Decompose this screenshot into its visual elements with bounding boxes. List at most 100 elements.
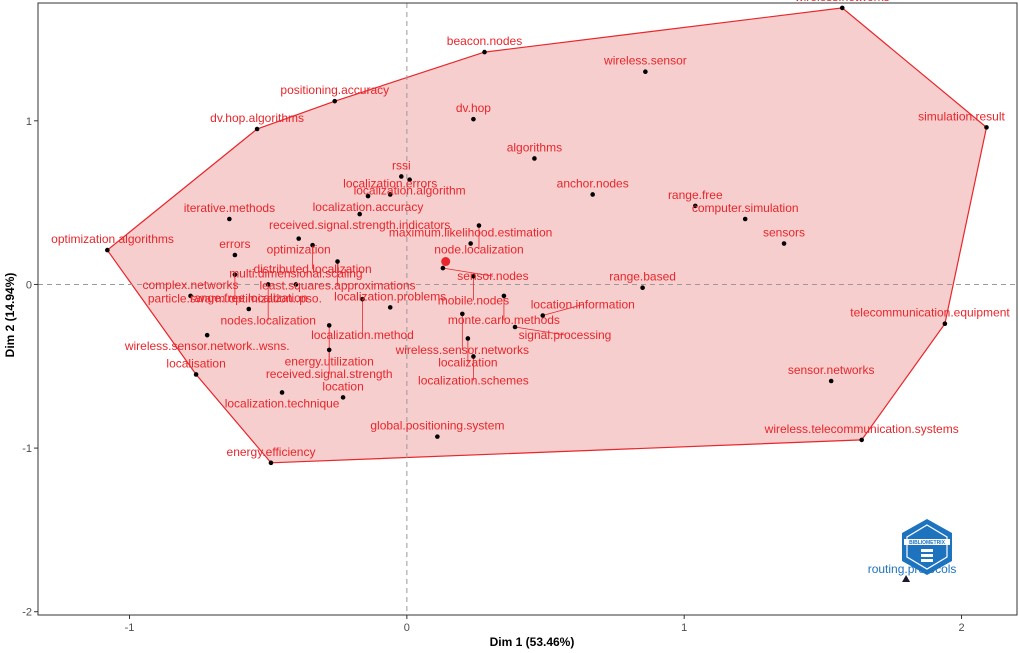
- point-label: energy.utilization: [285, 354, 374, 368]
- data-point: [387, 192, 393, 197]
- point-label: computer.simulation: [692, 201, 799, 215]
- data-point: [460, 311, 465, 317]
- data-point: [326, 347, 332, 353]
- point-label: wireless.networks: [794, 0, 890, 4]
- label-leader-line: [542, 304, 583, 316]
- point-label: localization.method: [311, 328, 414, 342]
- point-label: maximum.likelihood.estimation: [389, 226, 552, 240]
- logo-bar-3: [921, 559, 933, 562]
- data-point: [828, 378, 834, 384]
- data-point: [742, 216, 748, 222]
- data-point: [643, 69, 648, 75]
- data-point: [476, 223, 482, 228]
- point-label: least.squares.approximations: [259, 279, 415, 293]
- point-label: range.free: [668, 188, 723, 202]
- data-point: [279, 390, 285, 395]
- data-point: [340, 395, 346, 400]
- x-tick-label: 0: [404, 622, 410, 634]
- point-label: positioning.accuracy: [280, 83, 389, 97]
- data-point: [512, 324, 518, 330]
- point-label: algorithms: [507, 141, 562, 155]
- point-label: iterative.methods: [184, 201, 275, 215]
- data-point: [332, 98, 338, 104]
- point-label: monte.carlo.methods: [448, 313, 560, 327]
- data-point: [839, 5, 845, 11]
- data-point: [471, 273, 476, 279]
- y-tick-label: -1: [22, 443, 32, 455]
- point-label: sensors: [763, 226, 805, 240]
- logo-bar-1: [921, 549, 933, 552]
- point-label: range.based: [609, 270, 676, 284]
- logo-band: [904, 539, 950, 545]
- label-leader-lines: [234, 225, 583, 381]
- point-label: sensor.nodes: [457, 269, 528, 283]
- point-label: location: [322, 379, 363, 393]
- data-point: [984, 125, 989, 130]
- data-point: [407, 177, 412, 183]
- point-label: localization.accuracy: [313, 200, 424, 214]
- data-point: [265, 282, 271, 287]
- data-point: [540, 313, 546, 318]
- data-point: [387, 305, 393, 310]
- data-points: [105, 5, 989, 582]
- point-label: mobile.nodes: [438, 293, 509, 307]
- data-point: [326, 323, 332, 328]
- point-label: telecommunication.equipment: [850, 306, 1010, 320]
- point-label: localization.technique: [225, 397, 340, 411]
- x-tick-label: 1: [681, 622, 687, 634]
- point-label: complex.networks: [142, 278, 238, 292]
- label-leader-line: [514, 326, 566, 336]
- point-label: rssi: [392, 159, 411, 173]
- data-point: [640, 285, 645, 291]
- cluster-centroid: [441, 257, 451, 267]
- point-label: nodes.localization: [220, 314, 315, 328]
- data-point: [482, 49, 487, 55]
- data-point: [188, 293, 193, 299]
- data-point: [232, 252, 238, 258]
- point-label: errors: [219, 237, 250, 251]
- data-point: [293, 282, 299, 287]
- data-point: [468, 241, 473, 246]
- point-label: dv.hop.algorithms: [210, 111, 304, 125]
- point-label: node.localization: [434, 243, 523, 257]
- data-point: [465, 336, 471, 341]
- data-point: [692, 203, 698, 209]
- point-label: localization: [438, 356, 497, 370]
- point-label: range.free.localization: [190, 291, 307, 305]
- point-label: optimization.algorithms: [51, 232, 174, 246]
- label-leader-line: [442, 267, 493, 277]
- data-point: [204, 332, 210, 338]
- point-label: anchor.nodes: [557, 177, 629, 191]
- point-label: dv.hop: [456, 101, 491, 115]
- point-label: global.positioning.system: [370, 419, 504, 433]
- logo-wordmark: BIBLIOMETRIX: [909, 540, 945, 546]
- data-point: [781, 241, 787, 246]
- point-label: beacon.nodes: [447, 34, 522, 48]
- logo-hexagon-inner-icon: [906, 524, 948, 570]
- logo-bar-2: [921, 554, 933, 557]
- data-point: [254, 126, 260, 132]
- point-label: localization.schemes: [418, 374, 529, 388]
- x-tick-label: -1: [125, 622, 135, 634]
- data-point: [335, 259, 340, 264]
- data-point: [310, 242, 315, 248]
- data-point: [501, 293, 507, 299]
- data-point: [105, 247, 110, 253]
- point-label: distributed.localization: [254, 262, 372, 276]
- data-point: [590, 192, 595, 197]
- point-label: particle.swarm.optimization..pso.: [148, 292, 322, 306]
- point-label: wireless.telecommunication.systems: [764, 422, 959, 436]
- y-tick-label: 0: [26, 279, 32, 291]
- data-point: [365, 193, 371, 199]
- data-point: [268, 460, 274, 466]
- bibliometrix-logo: BIBLIOMETRIX: [902, 519, 952, 575]
- point-label: localization.problems: [334, 289, 446, 303]
- data-point: [471, 354, 476, 359]
- data-point: [357, 211, 363, 217]
- point-label: wireless.sensor.network..wsns.: [124, 339, 290, 353]
- point-label: wireless.sensor.networks: [395, 343, 529, 357]
- data-point: [471, 116, 476, 122]
- data-point: [859, 437, 864, 443]
- point-label: energy.efficiency: [227, 445, 316, 459]
